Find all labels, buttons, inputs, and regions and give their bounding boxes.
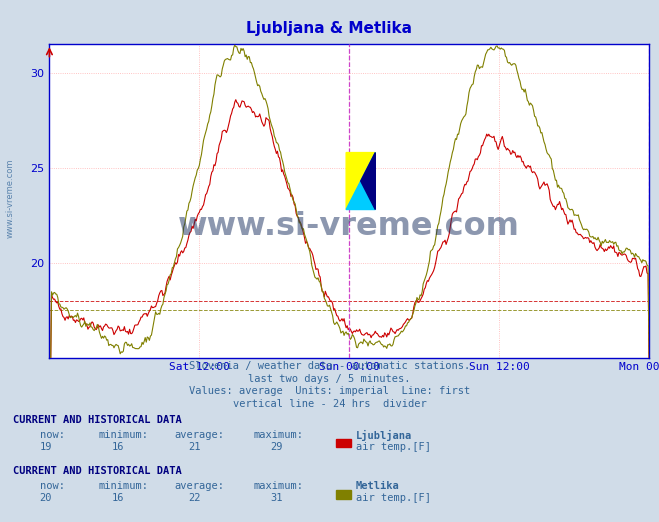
- Text: Slovenia / weather data - automatic stations.: Slovenia / weather data - automatic stat…: [189, 361, 470, 371]
- Text: vertical line - 24 hrs  divider: vertical line - 24 hrs divider: [233, 399, 426, 409]
- Text: 16: 16: [112, 493, 125, 503]
- Text: average:: average:: [175, 481, 225, 491]
- Text: Values: average  Units: imperial  Line: first: Values: average Units: imperial Line: fi…: [189, 386, 470, 396]
- Polygon shape: [346, 152, 375, 209]
- Text: Ljubljana & Metlika: Ljubljana & Metlika: [246, 21, 413, 36]
- Text: www.si-vreme.com: www.si-vreme.com: [5, 159, 14, 238]
- Text: now:: now:: [40, 481, 65, 491]
- Text: last two days / 5 minutes.: last two days / 5 minutes.: [248, 374, 411, 384]
- Text: CURRENT AND HISTORICAL DATA: CURRENT AND HISTORICAL DATA: [13, 415, 182, 425]
- Text: Metlika: Metlika: [356, 481, 399, 491]
- Text: minimum:: minimum:: [99, 430, 149, 440]
- Text: minimum:: minimum:: [99, 481, 149, 491]
- Text: www.si-vreme.com: www.si-vreme.com: [179, 210, 520, 242]
- Text: average:: average:: [175, 430, 225, 440]
- Polygon shape: [346, 152, 375, 209]
- Text: 21: 21: [188, 442, 200, 452]
- Text: maximum:: maximum:: [254, 430, 304, 440]
- Text: 20: 20: [40, 493, 52, 503]
- Text: 16: 16: [112, 442, 125, 452]
- Text: 22: 22: [188, 493, 200, 503]
- Text: 31: 31: [270, 493, 283, 503]
- Text: air temp.[F]: air temp.[F]: [356, 493, 431, 503]
- Text: 19: 19: [40, 442, 52, 452]
- Text: air temp.[F]: air temp.[F]: [356, 442, 431, 452]
- Polygon shape: [360, 152, 375, 209]
- Text: maximum:: maximum:: [254, 481, 304, 491]
- Text: Ljubljana: Ljubljana: [356, 430, 412, 441]
- Text: 29: 29: [270, 442, 283, 452]
- Text: CURRENT AND HISTORICAL DATA: CURRENT AND HISTORICAL DATA: [13, 466, 182, 476]
- Text: now:: now:: [40, 430, 65, 440]
